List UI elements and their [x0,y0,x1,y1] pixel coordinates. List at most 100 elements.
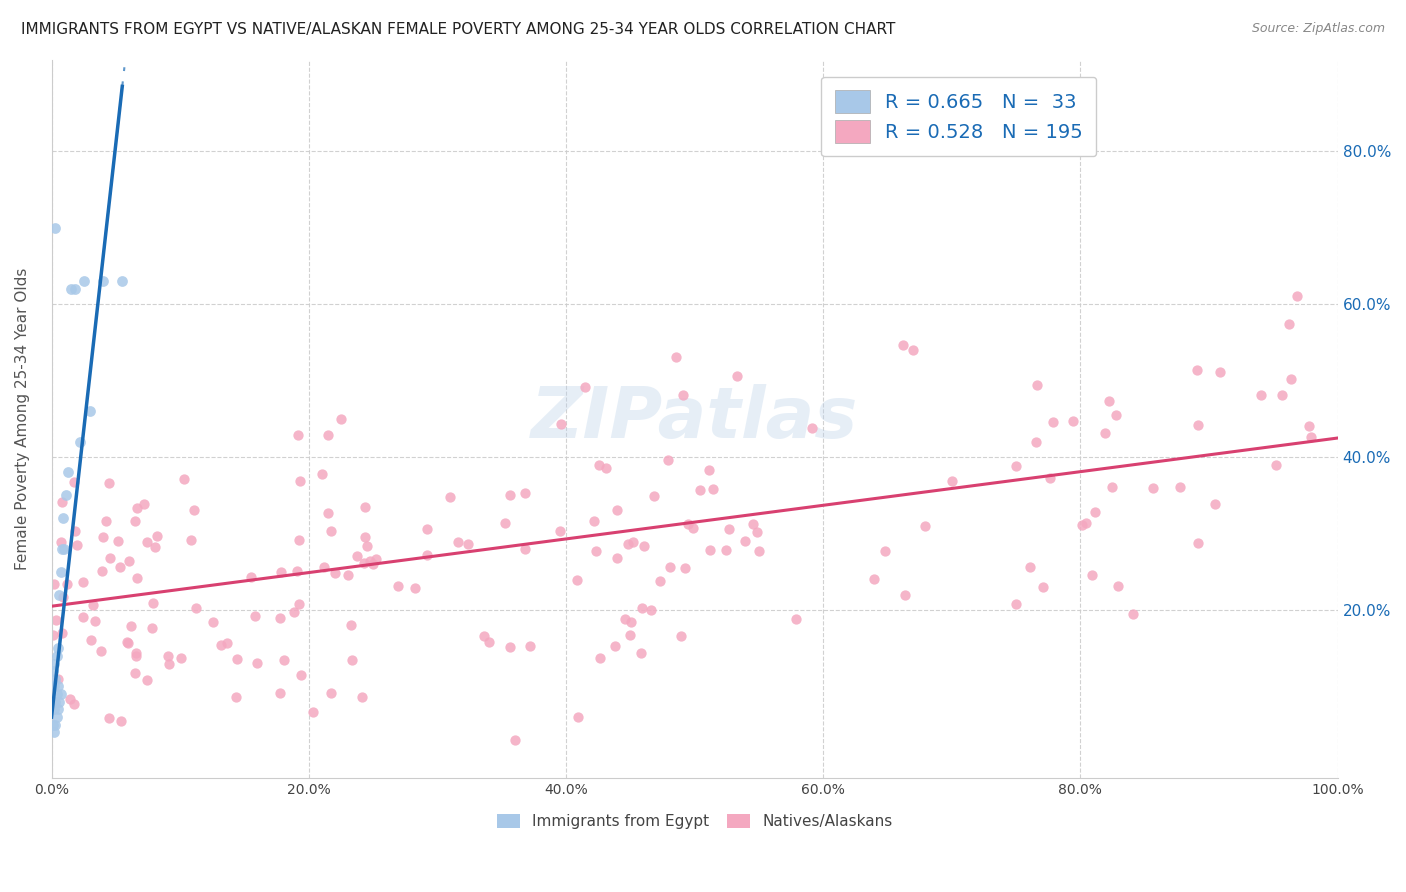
Point [589,650,612,665]
Point [439,491,461,505]
Point [699,543,721,558]
Point [1005,598,1028,612]
Point [44,220,66,235]
Point [1025,435,1047,450]
Point [914,519,936,533]
Point [447,535,470,549]
Point [1026,378,1049,392]
Point [716,543,738,558]
Point [1070,518,1092,533]
Point [157,657,180,671]
Point [42,680,65,694]
Point [66,538,89,552]
Point [682,521,704,535]
Point [269,611,291,625]
Point [588,458,610,472]
Point [941,474,963,488]
Point [669,629,692,643]
Point [1281,372,1303,386]
Point [1187,535,1209,549]
Point [270,566,292,580]
Point [585,544,607,558]
Point [678,517,700,532]
Point [494,516,516,530]
Point [42,664,65,678]
Point [65,524,87,539]
Point [785,612,807,626]
Point [1209,365,1232,379]
Point [387,579,409,593]
Point [416,522,439,536]
Point [416,548,439,562]
Legend: Immigrants from Egypt, Natives/Alaskans: Immigrants from Egypt, Natives/Alaskans [491,808,898,835]
Point [1185,362,1208,376]
Point [46,702,69,716]
Point [83,614,105,628]
Point [893,588,915,602]
Point [353,556,375,570]
Point [136,534,159,549]
Point [630,646,652,660]
Point [134,498,156,512]
Point [1187,418,1209,433]
Point [595,461,617,475]
Point [63,282,86,296]
Point [801,421,824,435]
Point [574,380,596,394]
Point [673,561,696,575]
Point [619,628,641,642]
Point [1264,458,1286,473]
Point [505,733,527,747]
Point [478,635,501,649]
Y-axis label: Female Poverty Among 25-34 Year Olds: Female Poverty Among 25-34 Year Olds [15,268,30,570]
Point [513,541,536,556]
Point [550,417,572,431]
Point [499,640,522,654]
Point [170,650,193,665]
Point [245,609,267,624]
Point [44,695,66,709]
Point [318,427,340,442]
Point [1204,497,1226,511]
Point [472,628,495,642]
Point [519,640,541,654]
Point [718,522,741,536]
Point [1168,480,1191,494]
Point [702,482,724,496]
Point [621,534,644,549]
Point [48,588,70,602]
Point [91,564,114,578]
Point [361,557,384,571]
Point [1084,505,1107,519]
Point [1101,480,1123,494]
Point [606,551,628,566]
Point [745,525,768,540]
Point [1271,388,1294,402]
Point [59,691,82,706]
Point [901,343,924,358]
Point [72,575,94,590]
Point [1298,418,1320,433]
Point [891,338,914,352]
Point [111,274,134,288]
Point [273,652,295,666]
Point [142,596,165,610]
Point [186,601,208,615]
Point [1250,388,1272,402]
Point [117,636,139,650]
Point [110,714,132,728]
Point [643,489,665,503]
Point [44,672,66,686]
Point [346,549,368,564]
Point [606,503,628,517]
Point [515,486,537,500]
Point [125,649,148,664]
Point [42,628,65,642]
Point [616,537,638,551]
Point [1142,481,1164,495]
Point [125,646,148,660]
Text: IMMIGRANTS FROM EGYPT VS NATIVE/ALASKAN FEMALE POVERTY AMONG 25-34 YEAR OLDS COR: IMMIGRANTS FROM EGYPT VS NATIVE/ALASKAN … [21,22,896,37]
Point [94,514,117,528]
Point [1107,579,1129,593]
Point [672,387,695,401]
